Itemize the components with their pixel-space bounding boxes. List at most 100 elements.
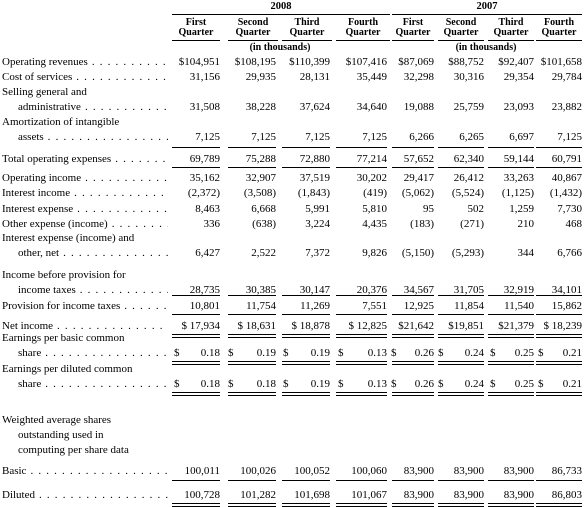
single-rule — [488, 295, 534, 296]
table-cell: 100,011 — [184, 465, 220, 477]
double-rule — [282, 503, 330, 507]
table-cell: 31,705 — [453, 284, 484, 296]
row-label: Other expense (income). . . . . . . . . … — [2, 218, 168, 231]
table-cell: 23,093 — [503, 101, 534, 113]
table-cell: 59,144 — [503, 153, 534, 165]
double-rule — [488, 361, 534, 365]
dollar-sign: $ — [338, 347, 344, 359]
year-header-2007: 2007 — [476, 1, 498, 12]
table-cell: $87,069 — [398, 56, 434, 68]
double-rule — [438, 361, 484, 365]
single-rule — [282, 295, 330, 296]
table-cell: 0.19 — [256, 347, 276, 359]
table-cell: $101,658 — [540, 56, 582, 68]
dollar-sign: $ — [490, 347, 496, 359]
table-cell: (1,125) — [501, 187, 534, 199]
double-rule — [488, 334, 534, 338]
leader-dots: . . . . . . . . . . . . . . . . . . . . … — [91, 56, 168, 68]
double-rule — [536, 392, 582, 396]
table-cell: $21,642 — [398, 320, 434, 332]
single-rule — [392, 480, 434, 481]
header-rule — [488, 40, 534, 41]
table-cell: 83,900 — [403, 465, 434, 477]
leader-dots: . . . . . . . . . . . . . . . . . . . . … — [39, 489, 168, 501]
double-rule — [172, 334, 220, 338]
single-rule — [438, 480, 484, 481]
table-cell: 57,652 — [403, 153, 434, 165]
table-cell: $ 17,934 — [181, 320, 221, 332]
table-cell: 6,427 — [195, 247, 220, 259]
dollar-sign: $ — [438, 378, 444, 390]
table-cell: 32,907 — [245, 172, 276, 184]
single-rule — [228, 167, 276, 168]
table-cell: 0.24 — [464, 378, 484, 390]
header-rule — [228, 40, 278, 41]
single-rule — [536, 295, 582, 296]
table-cell: 23,882 — [551, 101, 582, 113]
leader-dots: . . . . . . . . . . . . . . . . . . . . … — [57, 320, 168, 332]
single-rule — [488, 314, 534, 315]
double-rule — [282, 392, 330, 396]
row-label: Income before provision for — [2, 269, 126, 281]
table-cell: 11,540 — [504, 300, 534, 312]
double-rule — [438, 392, 484, 396]
dollar-sign: $ — [538, 347, 544, 359]
table-cell: 34,640 — [356, 101, 387, 113]
table-cell: 29,417 — [403, 172, 434, 184]
table-cell: 29,354 — [503, 71, 534, 83]
double-rule — [228, 361, 276, 365]
table-cell: (2,372) — [187, 187, 220, 199]
table-cell: 2,522 — [251, 247, 276, 259]
dollar-sign: $ — [490, 378, 496, 390]
quarter-header: First Quarter — [395, 17, 431, 38]
single-rule — [438, 167, 484, 168]
table-cell: 336 — [203, 218, 221, 230]
row-label: share. . . . . . . . . . . . . . . . . .… — [18, 347, 168, 359]
table-cell: 7,125 — [195, 131, 220, 143]
double-rule — [336, 503, 387, 507]
table-cell: 28,735 — [189, 284, 220, 296]
single-rule — [172, 295, 220, 296]
dollar-sign: $ — [174, 378, 180, 390]
table-cell: 83,900 — [503, 489, 534, 501]
single-rule — [488, 147, 534, 148]
single-rule — [536, 167, 582, 168]
unit-caption-2008: (in thousands) — [249, 42, 311, 53]
table-cell: 32,298 — [403, 71, 434, 83]
table-cell: $ 12,825 — [348, 320, 388, 332]
double-rule — [228, 334, 276, 338]
double-rule — [336, 361, 387, 365]
header-rule — [392, 40, 434, 41]
table-cell: 210 — [517, 218, 535, 230]
table-cell: (1,432) — [549, 187, 582, 199]
row-label: Net income. . . . . . . . . . . . . . . … — [2, 320, 168, 333]
table-cell: 29,784 — [551, 71, 582, 83]
double-rule — [488, 503, 534, 507]
table-cell: 502 — [467, 203, 485, 215]
single-rule — [172, 147, 220, 148]
dollar-sign: $ — [228, 347, 234, 359]
double-rule — [536, 334, 582, 338]
dollar-sign: $ — [283, 347, 289, 359]
table-cell: 25,759 — [453, 101, 484, 113]
row-label: share. . . . . . . . . . . . . . . . . .… — [18, 378, 168, 390]
leader-dots: . . . . . . . . . . . . . . . . . . . . … — [74, 187, 168, 199]
table-cell: 0.18 — [200, 347, 220, 359]
table-cell: 15,862 — [551, 300, 582, 312]
leader-dots: . . . . . . . . . . . . . . . . . . . . … — [45, 347, 168, 359]
table-cell: (1,843) — [297, 187, 330, 199]
table-cell: $104,951 — [178, 56, 220, 68]
single-rule — [172, 314, 220, 315]
single-rule — [336, 314, 387, 315]
leader-dots: . . . . . . . . . . . . . . . . . . . . … — [111, 218, 168, 230]
double-rule — [228, 503, 276, 507]
row-label: Interest expense. . . . . . . . . . . . … — [2, 203, 168, 215]
quarter-header: Second Quarter — [443, 17, 479, 38]
single-rule — [488, 480, 534, 481]
table-cell: 83,900 — [453, 465, 484, 477]
single-rule — [392, 147, 434, 148]
table-cell: $110,399 — [289, 56, 330, 68]
single-rule — [172, 480, 220, 481]
double-rule — [172, 392, 220, 396]
dollar-sign: $ — [283, 378, 289, 390]
